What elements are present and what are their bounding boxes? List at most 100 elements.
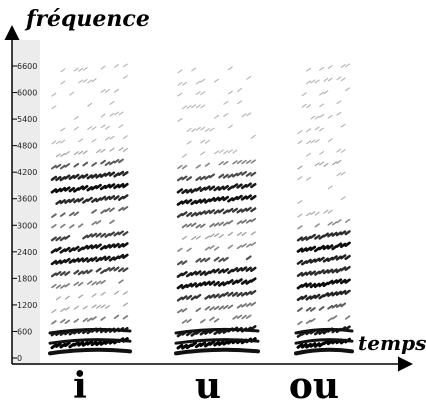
spectro-stroke	[305, 270, 312, 276]
fundamental-band	[48, 327, 132, 335]
spectro-stroke	[104, 183, 111, 190]
spectro-stroke	[77, 341, 85, 347]
spectro-stroke	[301, 271, 308, 277]
spectro-stroke	[309, 294, 317, 300]
spectro-stroke	[305, 342, 312, 349]
spectro-stroke	[59, 342, 67, 349]
x-axis-label: temps	[358, 331, 426, 355]
spectro-stroke	[250, 207, 257, 213]
spectro-stroke	[246, 159, 252, 164]
spectro-stroke	[78, 79, 84, 84]
spectro-stroke	[318, 306, 325, 311]
spectro-stroke	[69, 91, 75, 96]
spectro-stroke	[336, 111, 342, 116]
spectro-stroke	[190, 331, 197, 337]
spectro-stroke	[227, 291, 234, 297]
spectro-stroke	[122, 135, 128, 140]
spectro-stroke	[81, 184, 89, 191]
spectro-stroke	[313, 342, 321, 348]
spectro-stroke	[208, 185, 216, 191]
spectro-stroke	[240, 183, 248, 190]
spectro-stroke	[331, 303, 338, 309]
spectro-stroke	[306, 176, 312, 181]
spectro-stroke	[91, 232, 98, 238]
spectro-stroke	[91, 221, 97, 226]
spectro-stroke	[87, 102, 93, 107]
spectro-stroke	[227, 231, 233, 236]
spectro-stroke	[99, 195, 107, 201]
spectro-stroke	[181, 199, 188, 205]
spectro-stroke	[59, 259, 67, 265]
spectro-stroke	[310, 318, 316, 323]
fundamental-band	[174, 347, 260, 356]
spectro-stroke	[344, 315, 351, 320]
spectro-stroke	[78, 138, 84, 143]
spectro-stroke	[113, 231, 120, 237]
spectro-stroke	[55, 187, 62, 194]
spectro-stroke	[95, 197, 102, 203]
spectro-stroke	[59, 199, 66, 205]
spectro-stroke	[195, 186, 202, 192]
spectro-stroke	[185, 188, 193, 194]
spectro-stroke	[245, 172, 252, 177]
spectro-stroke	[82, 161, 89, 167]
spectro-stroke	[336, 100, 342, 105]
spectro-stroke	[59, 186, 67, 193]
spectro-stroke	[199, 198, 207, 204]
spectro-stroke	[50, 343, 58, 350]
spectro-stroke	[227, 173, 234, 179]
spectro-stroke	[241, 207, 248, 213]
spectro-stroke	[190, 211, 197, 217]
spectro-stroke	[209, 316, 215, 322]
spectro-stroke	[231, 267, 239, 273]
spectro-stroke	[100, 232, 107, 238]
spectro-stroke	[99, 340, 107, 346]
spectro-stroke	[122, 206, 129, 211]
spectro-stroke	[223, 113, 229, 117]
spectro-stroke	[100, 304, 106, 309]
spectro-stroke	[331, 291, 338, 297]
spectro-stroke	[250, 289, 257, 295]
spectro-stroke	[190, 222, 197, 227]
spectro-stroke	[204, 162, 211, 167]
spectro-stroke	[82, 198, 89, 204]
spectro-stroke	[191, 67, 197, 72]
spectro-stroke	[222, 291, 229, 297]
spectro-stroke	[227, 244, 234, 249]
spectro-stroke	[213, 293, 220, 299]
spectro-stroke	[118, 279, 124, 284]
spectro-stroke	[222, 268, 229, 274]
spectro-stroke	[297, 320, 303, 326]
spectro-stroke	[91, 209, 97, 214]
spectro-stroke	[323, 209, 329, 214]
spectro-stroke	[296, 247, 304, 253]
spectro-stroke	[322, 232, 330, 238]
spectro-stroke	[331, 279, 338, 285]
spectro-stroke	[176, 176, 183, 182]
spectro-stroke	[95, 243, 102, 249]
spectro-stroke	[344, 289, 351, 295]
spectro-stroke	[232, 160, 238, 165]
spectro-stroke	[336, 172, 342, 177]
spectro-stroke	[218, 268, 225, 274]
spectro-stroke	[55, 246, 62, 253]
spectro-stroke	[176, 212, 183, 218]
spectro-stroke	[195, 104, 201, 109]
spectro-stroke	[176, 343, 184, 350]
spectro-stroke	[195, 235, 201, 240]
spectro-stroke	[296, 259, 304, 265]
spectro-stroke	[55, 236, 62, 242]
spectro-stroke	[87, 79, 93, 84]
spectro-stroke	[122, 302, 128, 307]
spectro-stroke	[297, 140, 303, 145]
spectro-stroke	[190, 282, 197, 288]
spectro-stroke	[186, 294, 193, 300]
spectro-stroke	[227, 124, 233, 129]
spectro-stroke	[81, 341, 89, 347]
spectro-stroke	[195, 80, 201, 85]
spectro-stroke	[176, 188, 184, 194]
spectro-stroke	[218, 293, 225, 299]
spectro-stroke	[82, 78, 88, 83]
spectro-stroke	[64, 319, 71, 325]
spectro-stroke	[327, 268, 334, 274]
